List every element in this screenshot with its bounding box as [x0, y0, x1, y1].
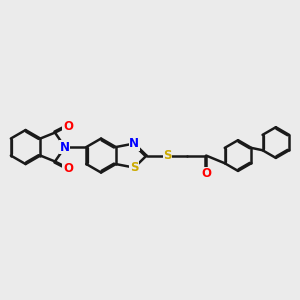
Text: N: N	[129, 137, 139, 150]
Text: S: S	[163, 149, 172, 162]
Text: O: O	[63, 162, 73, 175]
Text: O: O	[63, 119, 73, 133]
Text: O: O	[201, 167, 211, 181]
Text: S: S	[130, 161, 139, 174]
Text: N: N	[60, 140, 70, 154]
